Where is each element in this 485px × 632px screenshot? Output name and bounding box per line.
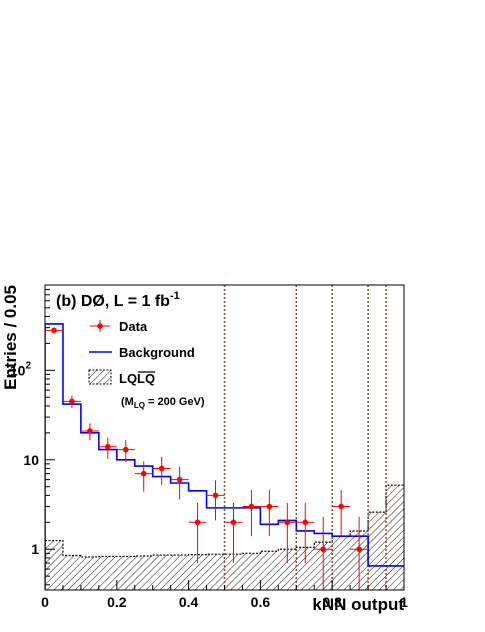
data-marker: [176, 476, 183, 483]
data-marker: [87, 428, 93, 434]
x-tick-label: 1: [400, 594, 408, 610]
data-marker: [158, 465, 165, 472]
background-step-line: [45, 323, 404, 590]
data-marker: [230, 519, 237, 526]
data-point: [332, 489, 351, 537]
data-marker: [266, 503, 273, 510]
data-marker: [320, 546, 327, 553]
data-point: [224, 502, 243, 564]
x-tick-label: 0: [41, 594, 49, 610]
data-point: [62, 395, 81, 408]
legend-data-label: Data: [119, 319, 148, 334]
data-marker: [69, 398, 75, 405]
data-marker: [302, 519, 309, 526]
y-tick-label: 10: [23, 452, 39, 468]
data-point: [260, 489, 279, 537]
data-point: [116, 440, 135, 463]
data-marker: [122, 446, 129, 453]
data-point: [170, 466, 189, 500]
legend-data-marker: [97, 323, 103, 329]
legend-signal-swatch: [88, 369, 112, 385]
data-point: [152, 456, 171, 486]
data-marker: [212, 492, 219, 499]
data-point: [98, 437, 117, 459]
chart-title: (b) DØ, L = 1 fb-1: [56, 290, 180, 310]
data-point: [278, 502, 297, 564]
x-tick-label: 0.6: [251, 594, 271, 610]
data-marker: [338, 503, 344, 510]
data-marker: [140, 470, 147, 477]
y-tick-label: 1: [31, 541, 39, 557]
x-tick-label: 0.2: [107, 594, 127, 610]
legend-background-label: Background: [119, 345, 195, 360]
data-point: [350, 516, 369, 590]
data-point: [314, 516, 333, 590]
data-marker: [248, 503, 255, 510]
data-point: [206, 480, 225, 521]
x-axis-label: kNN output: [312, 595, 404, 614]
data-marker: [105, 443, 111, 450]
x-tick-label: 0.4: [179, 594, 199, 610]
data-marker: [284, 519, 291, 526]
signal-hatch-area: [45, 485, 404, 590]
x-tick-label: 0.8: [322, 594, 342, 610]
data-marker: [356, 546, 362, 553]
y-axis-label: Entries / 0.05: [1, 285, 20, 390]
legend-signal-mass: (MLQ = 200 GeV): [121, 396, 205, 410]
data-marker: [51, 327, 57, 334]
data-point: [296, 502, 315, 564]
data-marker: [194, 519, 201, 526]
data-point: [188, 502, 207, 564]
data-point: [242, 489, 261, 537]
data-point: [45, 327, 63, 334]
signal-outline: [45, 484, 404, 558]
data-point: [80, 423, 99, 441]
legend-signal-label: LQLQ: [119, 371, 155, 386]
data-point: [134, 461, 153, 492]
